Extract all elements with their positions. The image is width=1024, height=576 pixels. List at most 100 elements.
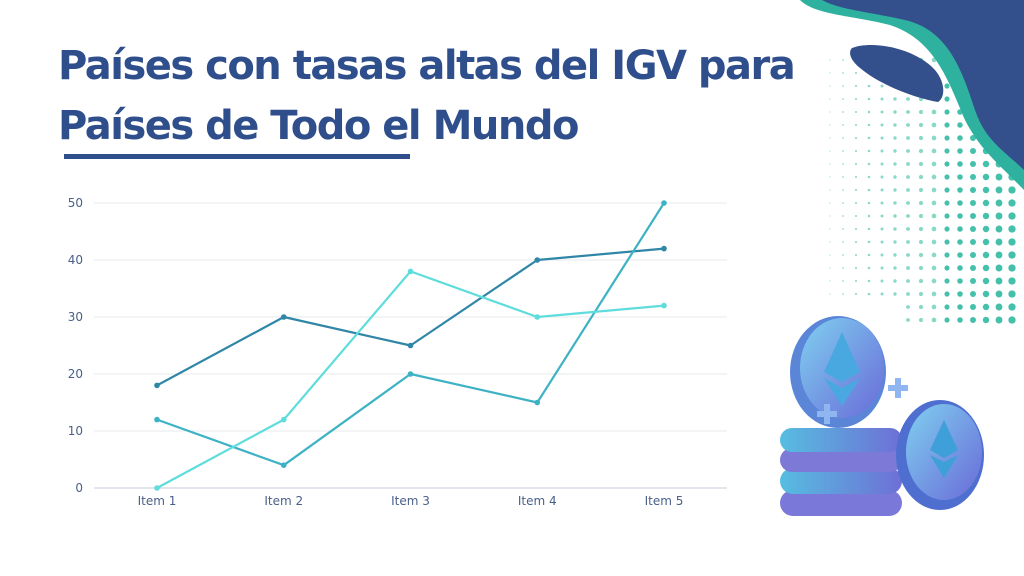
data-point [407,371,414,377]
dot [842,293,844,295]
dot [829,189,831,191]
dot [969,134,977,142]
dot [842,98,844,100]
page-title: Países con tasas altas del IGV para País… [58,36,796,156]
dot [867,123,871,127]
dot [982,290,990,298]
dot [982,316,990,324]
dot [931,174,937,180]
dot [893,175,897,179]
dot [906,266,910,270]
dot [842,241,844,243]
dot [995,238,1003,246]
title-line-1: Países con tasas altas del IGV para [58,43,796,89]
dot [893,110,897,114]
dot [880,266,884,270]
dot [969,160,977,168]
dot [867,292,871,296]
data-point [280,462,287,469]
dot [867,253,871,257]
dot [969,225,977,233]
dot [931,265,937,271]
dot [944,83,950,89]
data-point [534,314,541,320]
dot [829,254,831,256]
dot [854,97,858,101]
dot [931,213,937,219]
dot [931,148,937,154]
dot [854,292,858,296]
dot [854,227,858,231]
dot [854,84,858,88]
dot [842,189,844,191]
dot [893,162,897,166]
dot [995,186,1003,194]
dot [842,72,844,74]
y-tick-label: 0 [75,481,83,495]
coin-stack [780,428,902,516]
dot [854,201,858,205]
dot [982,186,990,194]
dot [944,109,950,115]
dot [854,279,858,283]
dot [957,135,963,141]
dot [842,228,844,230]
dot [880,227,884,231]
x-tick-label: Item 1 [138,494,177,508]
dot [906,201,910,205]
dot [982,199,990,207]
x-tick-label: Item 4 [518,494,557,508]
dot [918,200,924,206]
dot [969,173,977,181]
dot [982,277,990,285]
dot [944,96,950,102]
dot [918,122,924,128]
dot [1008,251,1016,259]
dot [918,148,924,154]
dot [829,293,831,295]
dot [1008,212,1016,220]
dot [1008,303,1016,311]
dot [893,266,897,270]
dot [880,292,884,296]
dot [957,174,963,180]
data-point [407,268,414,275]
dot [906,175,910,179]
dot [880,149,884,153]
dot [893,123,897,127]
dot [906,97,910,101]
sparkle-icon [817,378,908,424]
dot [944,252,950,258]
dot [906,162,910,166]
dot [944,174,950,180]
dot [969,199,977,207]
data-point [154,485,160,491]
x-tick-label: Item 2 [264,494,303,508]
dot [867,214,871,218]
dot [854,214,858,218]
dot [931,109,937,115]
dot [893,227,897,231]
dot [1008,186,1016,194]
dot [906,136,910,140]
data-point [154,382,160,389]
dot [931,122,937,128]
dot [854,266,858,270]
data-point [534,399,541,406]
data-point [661,302,667,309]
x-tick-label: Item 3 [391,494,430,508]
dot [880,214,884,218]
dot [829,98,831,100]
dot [982,225,990,233]
dot [906,214,910,218]
dot [931,161,937,167]
dot [969,264,977,272]
dot [867,279,871,283]
dot [918,135,924,141]
dot [969,277,977,285]
dot [842,59,844,61]
dot [893,201,897,205]
dot [867,227,871,231]
dot [867,97,871,101]
